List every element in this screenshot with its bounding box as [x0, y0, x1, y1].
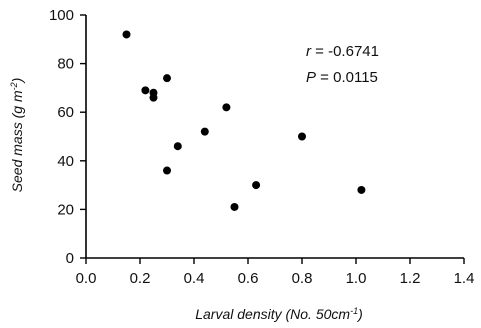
y-tick-label: 60	[57, 104, 74, 121]
y-tick-label: 80	[57, 56, 74, 73]
x-tick-label: 0.2	[130, 270, 151, 287]
data-point	[222, 103, 231, 112]
data-point	[252, 181, 261, 190]
data-point	[200, 127, 209, 136]
x-tick-label: 0.8	[292, 270, 313, 287]
y-axis-title-close: )	[9, 78, 25, 85]
data-points	[122, 30, 366, 211]
r-annotation: r = -0.6741	[306, 43, 379, 60]
x-tick-label: 1.0	[346, 270, 367, 287]
r-value: = -0.6741	[311, 43, 379, 60]
y-tick-label: 20	[57, 201, 74, 218]
y-tick-label: 0	[66, 250, 74, 267]
x-axis-title-close: )	[356, 306, 363, 322]
p-annotation: P = 0.0115	[306, 69, 378, 86]
data-point	[163, 74, 171, 83]
x-tick-label: 0.0	[76, 270, 97, 287]
data-point	[149, 93, 158, 102]
data-point	[163, 166, 171, 175]
x-tick-label: 1.2	[400, 270, 421, 287]
x-axis-title-text: Larval density (No. 50cm	[195, 306, 350, 322]
r-label: r	[306, 43, 312, 60]
y-axis-title-sup: -2	[9, 82, 19, 90]
data-point	[141, 86, 150, 95]
x-tick-label: 0.6	[238, 270, 259, 287]
p-label: P	[306, 69, 316, 86]
x-tick-label: 0.4	[184, 270, 205, 287]
y-tick-label: 100	[49, 7, 74, 24]
data-point	[230, 202, 239, 211]
x-axis-title-sup: -1	[350, 306, 358, 316]
axes: 0 20 40 60 80 100 0.0 0.2 0.4 0.6 0.8 1.0 1.2 1.4	[49, 7, 474, 287]
y-axis-title: Seed mass (g m-2)	[9, 78, 25, 193]
data-point	[122, 30, 131, 39]
p-value: = 0.0115	[316, 69, 378, 86]
data-point	[298, 132, 306, 141]
data-point	[357, 185, 366, 194]
x-axis-title: Larval density (No. 50cm-1)	[195, 306, 363, 322]
y-axis-title-text: Seed mass (g m	[9, 90, 25, 192]
x-tick-label: 1.4	[454, 270, 475, 287]
data-point	[173, 142, 182, 151]
y-tick-label: 40	[57, 153, 74, 170]
